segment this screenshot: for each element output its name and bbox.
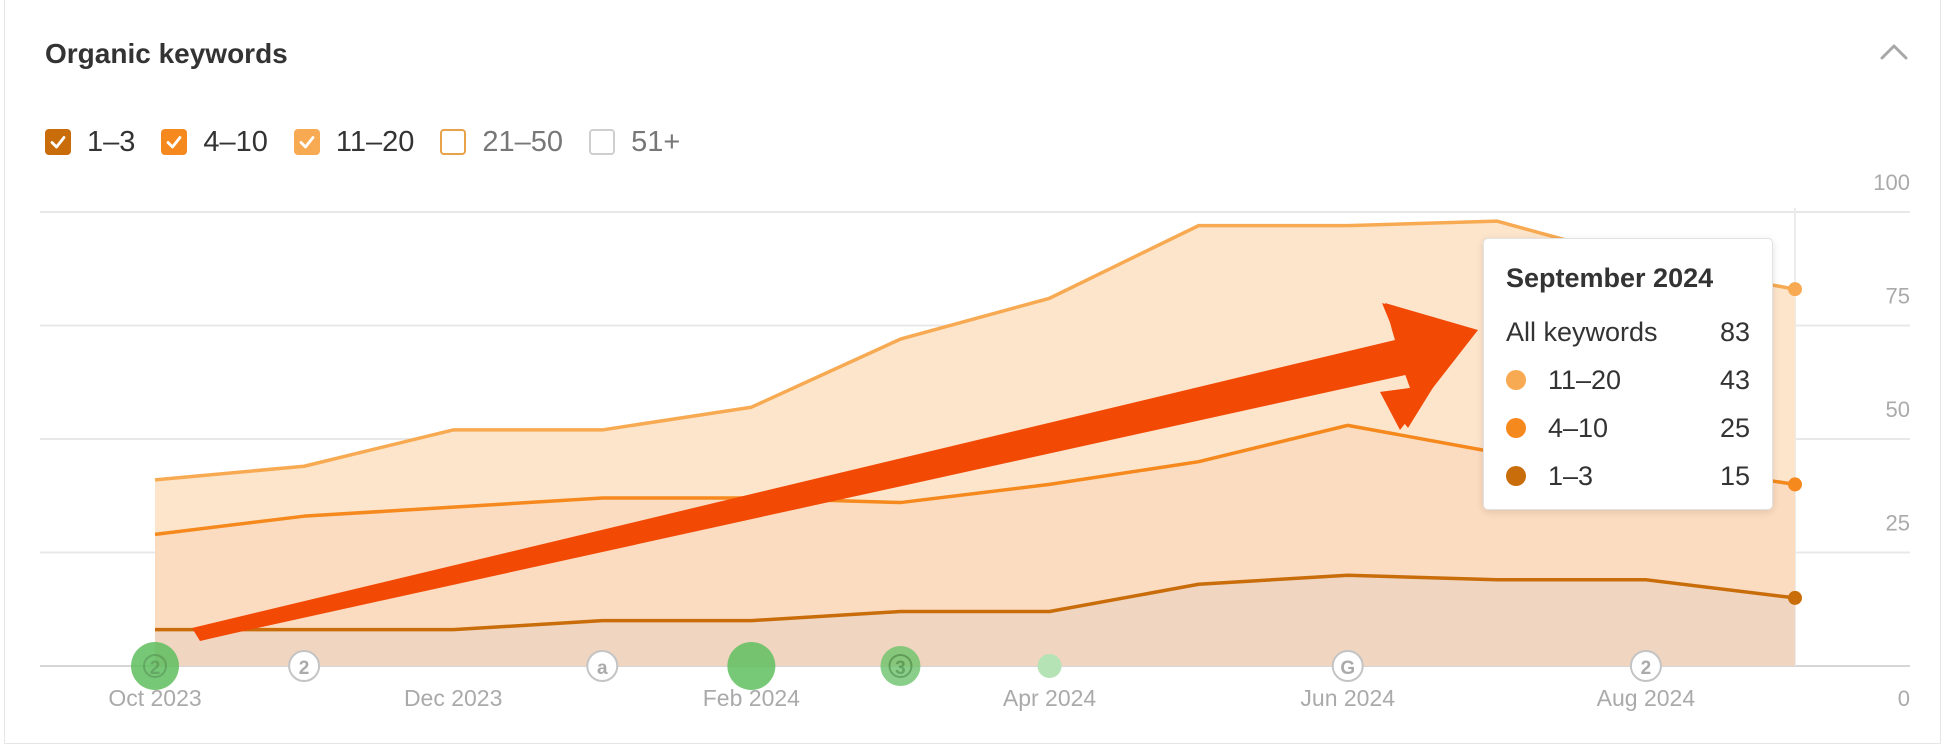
annotation-marker[interactable]	[1037, 654, 1062, 678]
tooltip-row-1-3: 1–3 15	[1506, 452, 1750, 500]
tooltip-dot	[1506, 466, 1526, 486]
annotation-label: 2	[299, 658, 310, 679]
legend-label: 4–10	[203, 125, 268, 158]
annotation-circle	[1037, 654, 1062, 678]
tooltip-row-value: 15	[1719, 460, 1750, 491]
annotation-circle	[1629, 650, 1662, 682]
tooltip-title: September 2024	[1506, 263, 1714, 293]
tooltip-row-label: 4–10	[1548, 412, 1609, 443]
series-end-point	[1788, 590, 1802, 605]
tooltip-row-11-20: 11–20 43	[1506, 356, 1750, 404]
annotation-marker[interactable]: 2	[288, 650, 321, 682]
annotation-circle	[727, 642, 776, 690]
checkbox-checked-icon[interactable]	[293, 129, 320, 155]
collapse-chevron-up-icon[interactable]	[1878, 40, 1910, 64]
series-end-point	[1788, 282, 1802, 297]
annotation-marker[interactable]: G	[1331, 650, 1364, 682]
annotation-label: 2	[150, 658, 161, 679]
annotation-ring	[888, 654, 913, 678]
checkbox-checked-icon[interactable]	[45, 129, 71, 155]
x-tick-label: Apr 2024	[1003, 685, 1097, 711]
area-11–20	[155, 221, 1795, 535]
annotation-marker[interactable]: 2	[1629, 650, 1662, 682]
x-tick-label: Aug 2024	[1597, 685, 1696, 711]
trend-arrow-head-icon	[196, 303, 1468, 640]
annotation-ring	[143, 654, 167, 678]
legend-item-21-50[interactable]: 21–50	[440, 126, 563, 159]
tooltip-row-value: 25	[1719, 412, 1750, 443]
legend-item-51-plus[interactable]: 51+	[589, 126, 680, 159]
series-end-point	[1788, 477, 1802, 492]
checkbox-checked-icon[interactable]	[161, 129, 188, 155]
tooltip-row-4-10: 4–10 25	[1506, 404, 1750, 452]
x-tick-label: Jun 2024	[1300, 685, 1395, 711]
annotation-circle	[288, 650, 321, 682]
card-title: Organic keywords	[45, 38, 288, 69]
annotation-label: 2	[1641, 658, 1652, 679]
tooltip-row-value: 43	[1719, 364, 1750, 395]
annotation-circle	[131, 642, 179, 690]
series-line-1–3	[155, 573, 1796, 632]
annotation-circle	[1331, 650, 1364, 682]
legend-label: 21–50	[482, 125, 564, 158]
tooltip-total-label: All keywords	[1506, 316, 1658, 347]
tooltip-row-label: 11–20	[1548, 364, 1622, 395]
annotation-circle	[586, 650, 619, 682]
annotation-circle	[880, 646, 921, 686]
legend-label: 1–3	[87, 125, 136, 158]
annotation-marker[interactable]	[727, 642, 776, 690]
checkbox-unchecked-icon[interactable]	[589, 129, 616, 155]
legend: 1–3 4–10 11–20 21–50 51+	[45, 124, 706, 160]
annotation-marker[interactable]: 2	[131, 642, 179, 690]
checkbox-unchecked-icon[interactable]	[440, 129, 467, 155]
tooltip-total-row: All keywords 83	[1506, 308, 1750, 356]
legend-label: 11–20	[335, 125, 415, 158]
legend-item-1-3[interactable]: 1–3	[45, 126, 135, 159]
annotation-label: 3	[895, 658, 906, 679]
annotation-marker[interactable]: 3	[880, 646, 921, 686]
annotation-label: G	[1340, 658, 1355, 679]
series-line-11–20	[154, 219, 1796, 482]
x-tick-label: Dec 2023	[404, 685, 502, 711]
tooltip-dot	[1506, 370, 1526, 390]
legend-item-4-10[interactable]: 4–10	[161, 126, 268, 159]
tooltip-row-label: 1–3	[1548, 460, 1594, 491]
tooltip-dot	[1506, 418, 1526, 438]
legend-label: 51+	[631, 125, 681, 158]
chart-tooltip: September 2024 All keywords 83 11–20 43 …	[1483, 238, 1773, 510]
y-tick-label: 75	[1886, 284, 1910, 309]
y-tick-label: 25	[1886, 511, 1910, 536]
y-tick-label: 50	[1886, 397, 1910, 422]
annotation-marker[interactable]: a	[586, 650, 619, 682]
tooltip-total-value: 83	[1719, 316, 1750, 347]
legend-item-11-20[interactable]: 11–20	[293, 125, 415, 159]
annotation-label: a	[597, 658, 608, 679]
area-1–3	[155, 575, 1795, 666]
y-tick-label: 0	[1898, 686, 1910, 711]
y-tick-label: 100	[1873, 170, 1910, 195]
area-4–10	[155, 425, 1795, 630]
